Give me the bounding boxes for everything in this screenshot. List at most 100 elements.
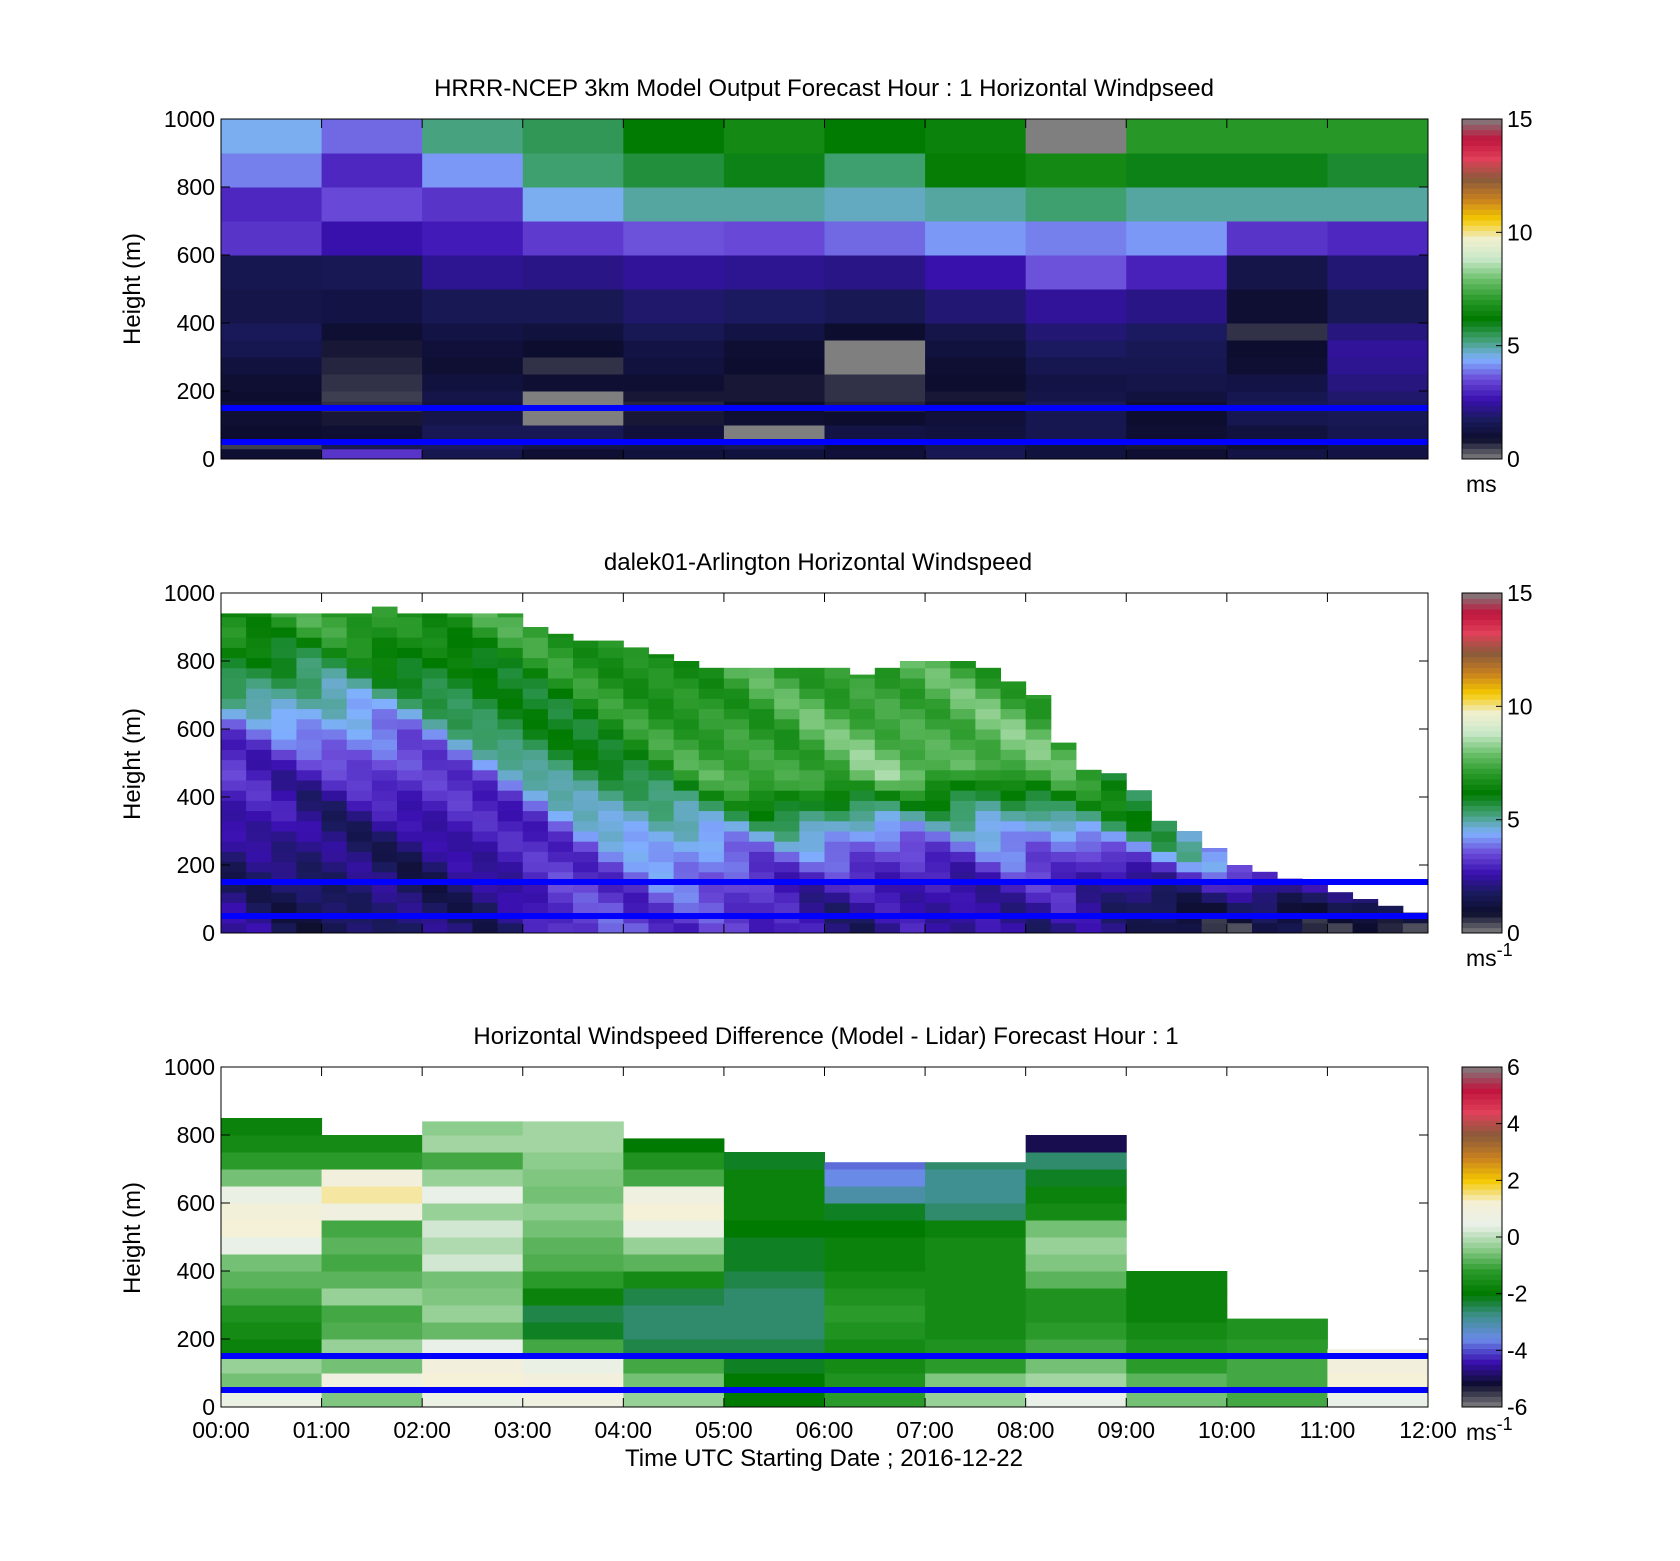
heatmap-cell (346, 820, 373, 832)
heatmap-cell (296, 647, 323, 659)
heatmap-cell (497, 851, 524, 863)
heatmap-cell (849, 769, 876, 781)
heatmap-cell (1226, 1356, 1328, 1374)
heatmap-cell (1050, 820, 1077, 832)
x-tick-label: 12:00 (1399, 1417, 1457, 1443)
heatmap-cell (296, 613, 323, 618)
heatmap-cell (1025, 800, 1052, 812)
heatmap-cell (447, 861, 473, 873)
heatmap-cell (221, 688, 247, 699)
colorbar-swatch (1462, 1364, 1502, 1371)
heatmap-cell (648, 678, 675, 689)
heatmap-cell (497, 882, 524, 893)
colorbar-swatch (1462, 283, 1502, 290)
heatmap-cell (874, 718, 901, 730)
heatmap-cell (497, 810, 524, 822)
heatmap-cell (246, 810, 272, 822)
heatmap-cell (447, 613, 473, 618)
heatmap-cell (321, 1254, 423, 1272)
heatmap-cell (422, 688, 448, 699)
heatmap-cell (975, 729, 1002, 740)
colorbar-swatch (1462, 821, 1502, 828)
heatmap-cell (321, 1322, 423, 1340)
heatmap-cell (874, 851, 901, 863)
heatmap-cell (472, 871, 499, 883)
heatmap-cell (271, 882, 297, 893)
heatmap-cell (1327, 340, 1429, 358)
heatmap-cell (824, 851, 851, 863)
heatmap-cell (1025, 357, 1127, 375)
heatmap-cell (723, 448, 825, 460)
x-tick-label: 04:00 (595, 1417, 653, 1443)
panel-title: Horizontal Windspeed Difference (Model -… (473, 1023, 1178, 1050)
colorbar-swatch (1462, 757, 1502, 764)
heatmap-cell (723, 1186, 825, 1204)
model-windspeed-panel: HRRR-NCEP 3km Model Output Forecast Hour… (119, 75, 1533, 497)
difference-panel: Horizontal Windspeed Difference (Model -… (119, 1023, 1528, 1472)
heatmap-cell (1201, 882, 1228, 893)
heatmap-cell (925, 1169, 1027, 1187)
heatmap-cell (1000, 698, 1027, 710)
colorbar-swatch (1462, 763, 1502, 769)
heatmap-cell (1126, 1271, 1228, 1289)
heatmap-cell (799, 667, 825, 679)
heatmap-cell (422, 678, 448, 689)
heatmap-cell (422, 1339, 524, 1357)
heatmap-cell (321, 902, 348, 914)
heatmap-cell (522, 800, 549, 812)
heatmap-cell (899, 729, 926, 740)
x-tick-label: 06:00 (796, 1417, 854, 1443)
heatmap-cell (472, 922, 499, 934)
heatmap-cell (221, 374, 323, 392)
colorbar-tick-label: 15 (1507, 580, 1533, 606)
heatmap-cell (397, 708, 423, 720)
heatmap-cell (321, 637, 348, 648)
heatmap-cell (774, 790, 800, 801)
heatmap-cell (849, 861, 876, 873)
heatmap-cell (522, 667, 549, 679)
heatmap-cell (774, 759, 800, 771)
heatmap-cell (371, 708, 398, 720)
heatmap-cell (1025, 718, 1052, 730)
heatmap-cell (950, 698, 976, 710)
heatmap-cell (321, 718, 348, 730)
heatmap-cell (1050, 769, 1077, 781)
heatmap-cell (874, 790, 901, 801)
heatmap-cell (698, 678, 725, 689)
heatmap-cell (824, 425, 926, 440)
heatmap-cell (1101, 820, 1127, 832)
heatmap-cell (774, 882, 800, 893)
heatmap-cell (296, 759, 323, 771)
colorbar-tick-label: 15 (1507, 106, 1533, 132)
heatmap-cell (648, 667, 675, 679)
colorbar-swatch (1462, 1167, 1502, 1174)
heatmap-cell (899, 902, 926, 914)
heatmap-cell (698, 800, 725, 812)
colorbar-swatch (1462, 150, 1502, 157)
heatmap-cell (296, 637, 323, 648)
heatmap-cell (221, 882, 247, 893)
heatmap-cell (1201, 922, 1228, 934)
heatmap-cell (321, 1339, 423, 1357)
lidar-windspeed-panel: dalek01-Arlington Horizontal Windspeed H… (119, 549, 1533, 971)
heatmap-cell (497, 780, 524, 791)
heatmap-cell (1251, 922, 1278, 934)
heatmap-cell (1277, 892, 1303, 903)
heatmap-cell (874, 892, 901, 903)
colorbar-swatch (1462, 119, 1502, 125)
heatmap-cell (296, 851, 323, 863)
heatmap-cell (422, 255, 524, 290)
heatmap-cell (221, 820, 247, 832)
heatmap-cell (447, 902, 473, 914)
colorbar-swatch (1462, 225, 1502, 232)
heatmap-cell (246, 613, 272, 618)
heatmap-cell (371, 678, 398, 689)
heatmap-cell (447, 616, 473, 628)
heatmap-cell (623, 708, 649, 720)
heatmap-cell (346, 718, 373, 730)
heatmap-cell (271, 698, 297, 710)
heatmap-cell (925, 1271, 1027, 1289)
heatmap-cell (346, 708, 373, 720)
heatmap-cell (925, 831, 951, 842)
heatmap-cell (1025, 153, 1127, 188)
